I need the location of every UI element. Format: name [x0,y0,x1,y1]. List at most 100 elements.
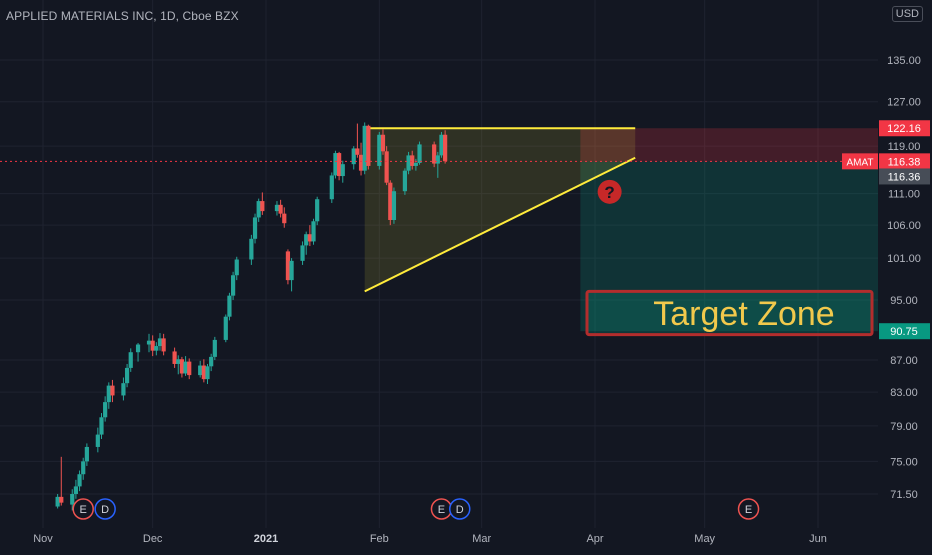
candle-body [311,221,316,242]
candle [380,129,386,155]
candle-body [406,155,411,171]
x-tick-label: May [694,533,715,545]
candle-body [84,446,89,462]
candle [351,146,356,170]
candle [110,379,115,403]
candle [209,353,214,372]
candle-body [201,365,206,380]
candle-body [223,316,228,340]
candle [121,377,126,401]
candle [154,342,159,356]
price-tag: 116.36 [888,171,921,183]
candle [77,470,82,492]
candle [304,231,309,255]
x-tick-label: Mar [472,533,491,545]
earnings-event-icon[interactable]: E [72,498,94,520]
candle [230,271,236,300]
dividend-event-icon[interactable]: D [94,498,116,520]
candle-body [413,162,418,166]
candle [161,333,166,356]
price-tag-bg [879,153,930,170]
y-tick-label: 119.00 [888,141,921,153]
candle [59,456,64,506]
candle [201,359,206,383]
candle [146,333,152,353]
profit-target-zone [580,161,878,332]
symbol-tag: AMAT [846,157,873,168]
candle-body [337,153,342,177]
y-tick-label: 101.00 [887,253,921,265]
candle-body [212,339,217,357]
annotations-layer: Target Zone?E D E D E [0,160,878,520]
target-zone-label: Target Zone [653,295,834,333]
candle-body [150,340,155,351]
x-tick-label: Dec [143,533,163,545]
candle-body [198,365,203,376]
candle [391,187,397,224]
candle-body [388,182,393,221]
grid-layer [0,0,878,528]
dividend-event-icon[interactable]: D [448,498,471,520]
candle [84,443,89,466]
candle-body [154,346,159,351]
candle-body [179,359,185,374]
currency-button[interactable]: USD [891,6,923,22]
candle [362,122,367,175]
candle-body [205,366,210,380]
candle [73,479,79,499]
candle [311,218,316,245]
y-tick-label: 95.00 [890,295,918,307]
candle-body [274,204,280,212]
candle-body [282,213,287,224]
question-mark-icon [597,179,622,204]
y-tick-label: 71.50 [890,489,918,501]
candle-body [252,217,258,239]
event-badge-label: E [80,504,87,516]
position-zones [580,128,878,332]
candle [176,355,181,375]
candle-body [172,351,177,364]
x-tick-label: 2021 [254,533,278,545]
candle [212,336,217,361]
candle [70,489,75,511]
support-trendline [364,156,636,293]
stop-loss-zone [580,128,878,162]
y-tick-label: 87.00 [890,355,918,367]
candle [337,151,342,181]
symbol-tag-bg [842,153,878,170]
candle-body [351,148,356,165]
candle [282,207,287,228]
candle [179,356,185,378]
candle-body [402,170,408,192]
candle-body [209,356,214,367]
candle-body [366,125,371,166]
candle-body [439,134,444,156]
event-badge-circle [737,498,760,520]
event-badge-circle [94,498,116,520]
candle [124,363,130,388]
candle-body [362,125,367,171]
price-label-target: 90.75 [879,323,930,340]
y-tick-label: 106.00 [887,220,921,232]
candle-body [260,201,265,212]
candle-body [135,344,141,353]
candle [103,396,108,422]
candle-body [391,191,397,221]
candle-body [59,496,64,503]
candle [205,363,210,384]
y-tick-label: 127.00 [887,97,921,109]
axes-layer: 135.00 127.00 119.00 111.00 106.00 101.00 95.0… [33,55,930,545]
candles-layer [55,122,448,511]
candle [435,151,440,178]
x-tick-label: Feb [370,533,389,545]
earnings-event-icon[interactable]: E [737,498,760,520]
candle-body [358,154,364,171]
price-tag: 122.16 [887,123,921,135]
candle [285,249,291,285]
candle-body [300,245,305,261]
x-tick-label: Nov [33,533,53,545]
earnings-event-icon[interactable]: E [430,498,453,520]
y-tick-label: 135.00 [887,55,921,67]
